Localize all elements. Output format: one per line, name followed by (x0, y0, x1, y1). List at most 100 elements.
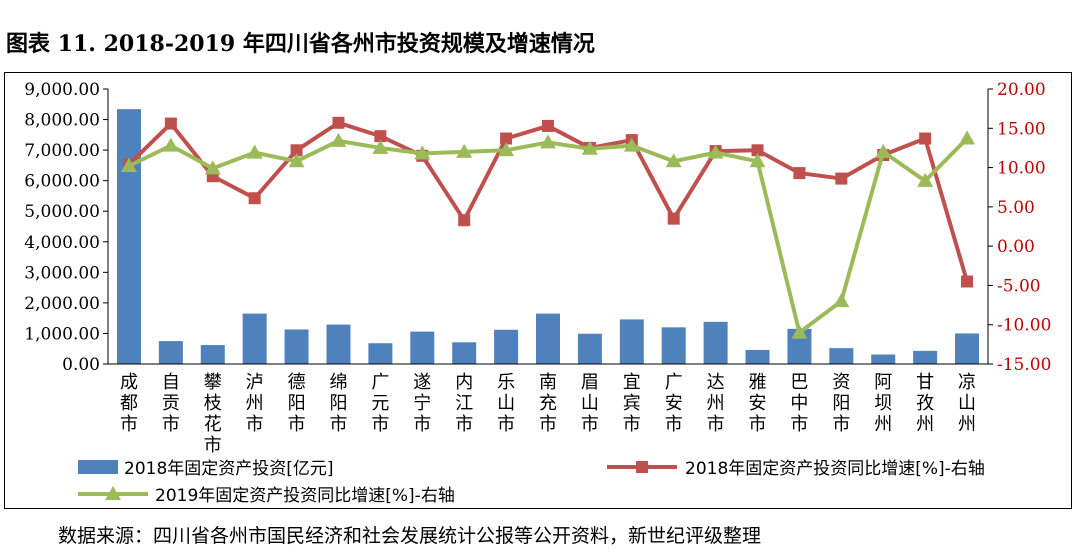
right-tick-label: 10.00 (997, 159, 1046, 179)
legend-marker-square (636, 461, 648, 473)
x-tick-label: 广安市 (665, 372, 683, 435)
bar (242, 313, 267, 364)
source-note: 数据来源：四川省各州市国民经济和社会发展统计公报等公开资料，新世纪评级整理 (58, 525, 762, 547)
point (500, 132, 513, 145)
point (372, 139, 389, 154)
figure-title: 图表 11. 2018-2019 年四川省各州市投资规模及增速情况 (6, 31, 595, 57)
left-tick-label: 7,000.00 (24, 141, 100, 161)
right-tick-label: 5.00 (997, 198, 1035, 218)
bar (745, 349, 770, 364)
left-tick-label: 3,000.00 (24, 263, 100, 283)
left-tick-label: 4,000.00 (24, 233, 100, 253)
x-tick-label: 宜宾市 (623, 372, 641, 435)
point (332, 116, 345, 129)
legend-label: 2018年固定资产投资同比增速[%]-右轴 (685, 459, 985, 479)
point (458, 214, 471, 227)
point (623, 137, 640, 152)
point (707, 144, 724, 159)
legend-item-line-2018: 2018年固定资产投资同比增速[%]-右轴 (607, 459, 985, 479)
point (961, 275, 974, 288)
legend-label: 2019年固定资产投资同比增速[%]-右轴 (155, 486, 455, 506)
combo-chart: 0.00 1,000.00 2,000.00 3,000.00 4,000.00 5,00… (24, 80, 1051, 506)
bar (955, 333, 980, 364)
x-tick-label: 德阳市 (288, 372, 306, 435)
axes: 0.00 1,000.00 2,000.00 3,000.00 4,000.00 5,00… (24, 80, 1051, 375)
bar (284, 329, 309, 364)
bar-series-2018-investment (116, 109, 980, 364)
point (749, 153, 766, 168)
bar (200, 345, 225, 364)
right-tick-label: -10.00 (997, 316, 1051, 336)
x-tick-label: 凉山州 (958, 372, 976, 435)
point (667, 212, 680, 225)
x-tick-label: 广元市 (371, 372, 389, 435)
point (917, 172, 934, 187)
legend: 2018年固定资产投资[亿元] 2018年固定资产投资同比增速[%]-右轴 2019… (78, 459, 985, 506)
x-tick-label: 成都市 (120, 372, 138, 435)
x-tick-label: 甘孜州 (916, 372, 934, 435)
bar (913, 350, 938, 364)
point (542, 119, 554, 132)
left-tick-label: 6,000.00 (24, 172, 100, 192)
point (791, 324, 808, 339)
point (414, 145, 431, 160)
point (919, 132, 932, 145)
x-tick-label: 绵阳市 (329, 372, 347, 435)
x-tick-label: 南充市 (539, 372, 557, 435)
x-tick-label: 巴中市 (790, 372, 808, 435)
point (959, 130, 976, 145)
point (793, 167, 806, 180)
point (290, 144, 303, 157)
left-tick-label: 8,000.00 (24, 111, 100, 131)
right-tick-label: -5.00 (997, 276, 1041, 296)
point (456, 143, 473, 158)
right-tick-label: -15.00 (997, 355, 1051, 375)
bar (703, 321, 728, 364)
left-tick-label: 1,000.00 (24, 324, 100, 344)
point (665, 153, 682, 168)
x-tick-label: 自贡市 (162, 372, 180, 435)
point (162, 137, 179, 152)
x-tick-label: 资阳市 (832, 372, 850, 435)
left-tick-label: 9,000.00 (24, 80, 100, 100)
bar (158, 341, 183, 364)
left-tick-label: 0.00 (62, 355, 100, 375)
bar (661, 327, 686, 364)
chart-frame: 0.00 1,000.00 2,000.00 3,000.00 4,000.00 5,00… (4, 72, 1072, 509)
bar (829, 348, 854, 364)
bar (494, 329, 519, 364)
right-tick-label: 0.00 (997, 237, 1035, 257)
point (540, 134, 556, 149)
left-tick-label: 5,000.00 (24, 202, 100, 222)
point (164, 117, 177, 130)
bar (619, 319, 644, 364)
point (248, 192, 261, 205)
point (120, 158, 137, 172)
bar (452, 342, 477, 364)
point (833, 293, 850, 308)
legend-marker-triangle (105, 486, 121, 500)
x-tick-label: 达州市 (707, 372, 725, 435)
bar (116, 109, 141, 364)
point (498, 142, 515, 157)
point (246, 144, 263, 159)
left-tick-label: 2,000.00 (24, 294, 100, 314)
x-tick-labels: 成都市 自贡市 攀枝花市 泸州市 德阳市 绵阳市 广元市 遂宁市 内江市 乐山市 南充市 眉山市 宜宾市… (120, 372, 976, 456)
right-tick-label: 15.00 (997, 119, 1046, 139)
point (835, 172, 848, 185)
bar (326, 324, 351, 364)
x-tick-label: 遂宁市 (413, 372, 431, 435)
x-tick-label: 内江市 (455, 372, 473, 435)
point (330, 132, 347, 147)
point (204, 160, 221, 175)
point (581, 140, 598, 155)
x-tick-label: 眉山市 (581, 372, 599, 435)
legend-item-bar: 2018年固定资产投资[亿元] (78, 459, 334, 479)
bar (368, 343, 393, 364)
point (374, 130, 387, 143)
bar (871, 354, 896, 364)
x-tick-label: 泸州市 (246, 372, 264, 435)
legend-swatch-bar (78, 460, 118, 474)
legend-label: 2018年固定资产投资[亿元] (124, 459, 334, 479)
right-tick-label: 20.00 (997, 80, 1046, 100)
